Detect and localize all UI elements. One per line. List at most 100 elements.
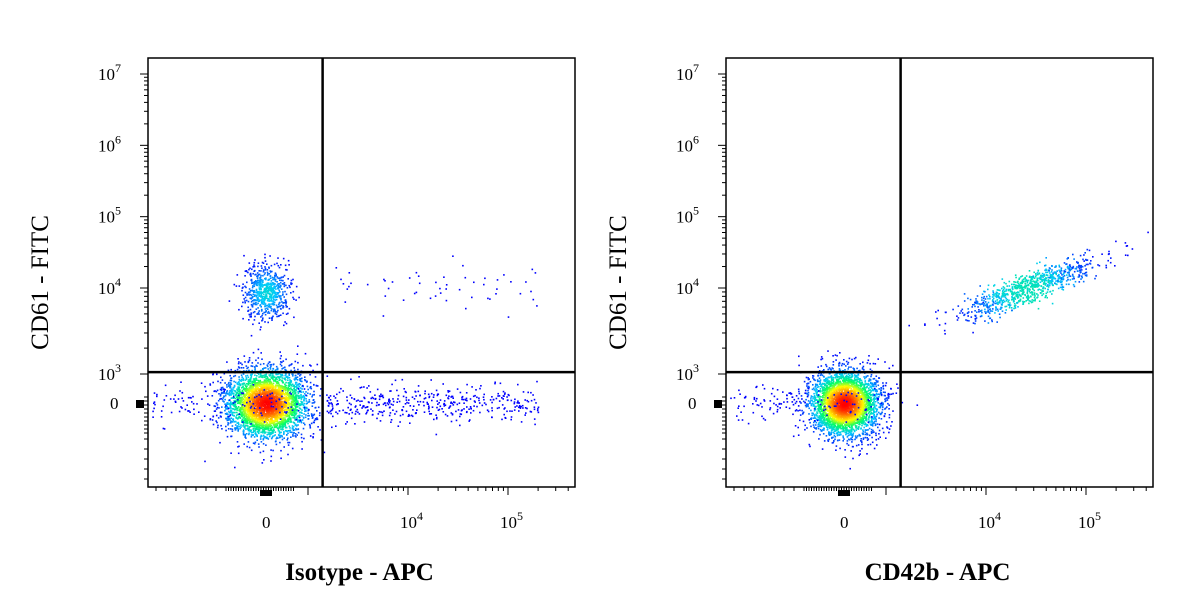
- event-dot: [260, 412, 262, 414]
- event-dot: [239, 427, 241, 430]
- event-dot: [281, 419, 283, 421]
- event-dot: [248, 319, 250, 321]
- event-dot: [298, 403, 300, 405]
- event-dot: [261, 284, 263, 287]
- event-dot: [240, 400, 243, 402]
- event-dot: [251, 369, 253, 372]
- event-dot: [312, 399, 315, 401]
- event-dot: [252, 295, 254, 298]
- event-dot: [263, 299, 265, 301]
- event-dot: [297, 368, 299, 371]
- event-dot: [259, 277, 261, 279]
- event-dot: [285, 405, 288, 408]
- event-dot: [525, 412, 527, 414]
- event-dot: [392, 400, 395, 403]
- event-dot: [257, 348, 260, 351]
- event-dot: [297, 345, 299, 347]
- event-dot: [257, 443, 260, 445]
- event-dot: [235, 285, 238, 287]
- event-dot: [268, 295, 271, 298]
- event-dot: [506, 399, 509, 402]
- event-dot: [350, 378, 352, 381]
- event-dot: [271, 377, 273, 379]
- y-tick-label: 105: [98, 204, 121, 227]
- event-dot: [428, 405, 430, 407]
- event-dot: [264, 396, 266, 399]
- event-dot: [283, 430, 285, 433]
- event-dot: [426, 403, 429, 405]
- event-dot: [435, 389, 438, 392]
- event-dot: [269, 368, 272, 370]
- event-dot: [269, 270, 272, 272]
- event-dot: [304, 376, 306, 378]
- event-dot: [298, 407, 301, 409]
- event-dot: [483, 402, 486, 404]
- event-dot: [294, 374, 297, 377]
- event-dot: [295, 285, 298, 288]
- event-dot: [173, 398, 175, 400]
- event-dot: [353, 398, 356, 401]
- event-dot: [257, 414, 260, 417]
- event-dot: [262, 387, 264, 390]
- event-dot: [292, 390, 294, 392]
- event-dot: [253, 404, 255, 406]
- event-dot: [288, 385, 291, 387]
- event-dot: [395, 410, 398, 413]
- event-dot: [280, 386, 282, 389]
- event-dot: [243, 387, 245, 389]
- event-dot: [273, 308, 276, 310]
- event-dot: [225, 417, 228, 420]
- event-dot: [264, 308, 267, 310]
- event-dot: [437, 409, 440, 411]
- event-dot: [295, 299, 297, 301]
- event-dot: [266, 433, 269, 436]
- event-dot: [445, 394, 448, 397]
- event-dot: [257, 379, 260, 382]
- event-dot: [291, 383, 294, 386]
- event-dot: [234, 381, 237, 384]
- event-dot: [518, 402, 520, 404]
- event-dot: [270, 405, 273, 408]
- event-dot: [233, 409, 236, 411]
- event-dot: [262, 437, 265, 440]
- event-dot: [314, 417, 317, 420]
- event-dot: [237, 406, 240, 408]
- event-dot: [249, 414, 251, 416]
- event-dot: [363, 386, 365, 388]
- event-dot: [273, 301, 276, 304]
- event-dot: [483, 283, 485, 286]
- event-dot: [283, 409, 285, 411]
- event-dot: [204, 460, 206, 463]
- event-dot: [294, 408, 296, 410]
- event-dot: [229, 422, 232, 424]
- event-dot: [380, 393, 382, 396]
- event-dot: [282, 307, 284, 309]
- event-dot: [215, 390, 218, 393]
- event-dot: [409, 405, 412, 407]
- event-dot: [254, 404, 257, 407]
- event-dot: [293, 415, 296, 418]
- event-dot: [300, 400, 302, 403]
- event-dot: [295, 399, 297, 401]
- event-dot: [240, 424, 242, 426]
- event-dot: [243, 355, 246, 357]
- event-dot: [284, 426, 287, 429]
- event-dot: [228, 394, 231, 397]
- event-dot: [248, 413, 251, 415]
- event-dot: [279, 307, 282, 310]
- event-dot: [287, 278, 289, 280]
- event-dot: [280, 264, 282, 266]
- event-dot: [244, 413, 247, 415]
- event-dot: [290, 282, 292, 284]
- event-dot: [335, 403, 338, 406]
- event-dot: [408, 399, 410, 401]
- event-dot: [268, 304, 271, 307]
- event-dot: [349, 394, 352, 397]
- event-dot: [366, 409, 369, 412]
- event-dot: [276, 436, 278, 439]
- event-dot: [277, 283, 279, 285]
- event-dot: [252, 421, 254, 423]
- event-dot: [256, 284, 259, 287]
- event-dot: [251, 391, 254, 393]
- event-dot: [259, 363, 262, 366]
